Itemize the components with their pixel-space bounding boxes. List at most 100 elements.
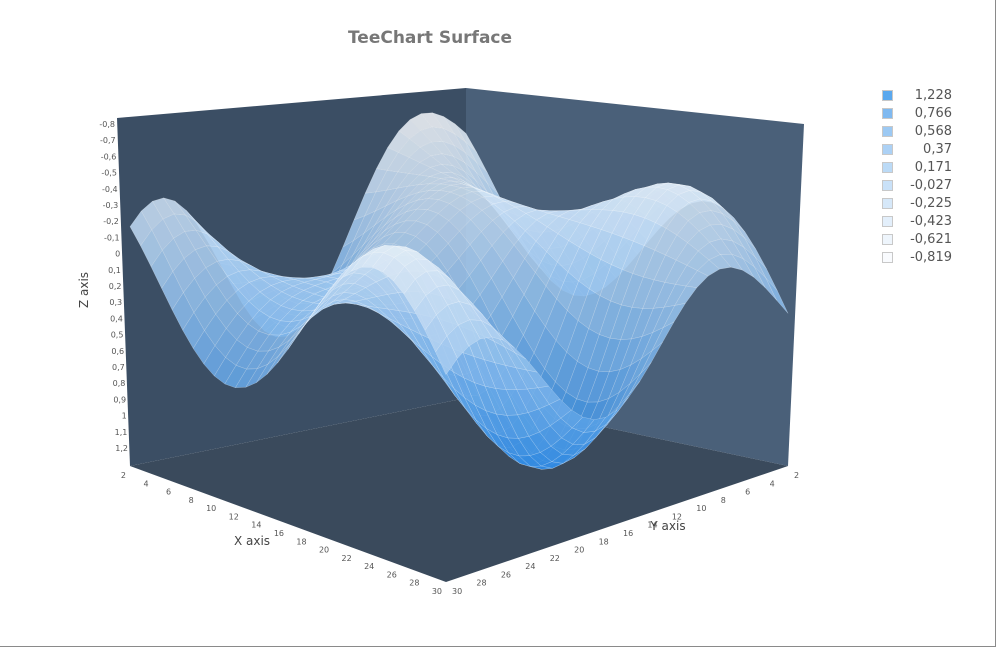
z-tick-label: 1 [122, 412, 127, 421]
surface-cell [501, 277, 525, 317]
surface-cell [174, 200, 197, 222]
legend-item: 1,228 [882, 88, 982, 106]
surface-cell [376, 307, 400, 324]
x-tick-label: 18 [296, 537, 306, 546]
surface-cell [697, 259, 721, 277]
surface-cell [645, 182, 669, 188]
surface-cell [524, 219, 548, 242]
legend-swatch [882, 234, 893, 245]
legend-swatch [882, 144, 893, 155]
y-axis-label: Y axis [649, 519, 685, 533]
legend-swatch [882, 252, 893, 263]
surface-cell [409, 113, 433, 131]
z-axis-label: Z axis [77, 272, 91, 308]
surface-cell [533, 326, 557, 370]
surface-cell [399, 323, 422, 349]
z-tick-label: 0 [115, 250, 120, 259]
surface-cell [589, 229, 613, 260]
surface-cell [371, 252, 395, 273]
surface-cell [549, 398, 572, 419]
legend-item: 0,37 [882, 142, 982, 160]
surface-cell [594, 409, 618, 432]
surface-cell [765, 277, 789, 314]
surface-cell [550, 437, 574, 455]
legend-item: -0,027 [882, 178, 982, 196]
surface-cell [225, 339, 248, 366]
surface-cell [754, 266, 777, 301]
legend-label: -0,027 [910, 178, 952, 193]
surface-cell [491, 231, 515, 262]
surface-cell [620, 307, 644, 340]
y-tick-label: 16 [623, 529, 633, 538]
legend-swatch [882, 162, 893, 173]
surface-cell [387, 308, 411, 330]
legend-label: 0,171 [914, 160, 952, 175]
z-tick-label: -0,8 [99, 120, 115, 129]
surface-cell [256, 356, 279, 383]
surface-cell [361, 236, 384, 257]
surface-cell [376, 294, 400, 311]
surface-cell [517, 436, 541, 456]
surface-cell [268, 320, 292, 336]
x-tick-label: 8 [189, 496, 194, 505]
y-tick-label: 8 [721, 496, 726, 505]
surface-cell [631, 276, 655, 309]
surface-cell [698, 224, 722, 243]
surface-cell [435, 335, 458, 376]
y-tick-label: 28 [476, 579, 486, 588]
z-tick-label: -0,2 [103, 217, 119, 226]
surface-cell [448, 209, 472, 232]
surface-cell [238, 269, 262, 283]
surface-cell [372, 224, 396, 245]
y-tick-label: 2 [794, 471, 799, 480]
y-tick-label: 26 [501, 570, 511, 579]
z-tick-label: 0,7 [112, 363, 125, 372]
surface-cell [675, 264, 698, 287]
y-tick-label: 24 [525, 562, 535, 571]
legend-item: -0,423 [882, 214, 982, 232]
surface-cell [640, 341, 663, 374]
surface-cell [560, 409, 584, 429]
x-tick-label: 10 [206, 504, 216, 513]
legend-swatch [882, 216, 893, 227]
legend-item: 0,766 [882, 106, 982, 124]
surface-cell [342, 272, 366, 285]
surface-cell [436, 304, 459, 337]
surface-cell [608, 364, 632, 400]
legend-label: -0,819 [910, 250, 952, 265]
surface-cell [447, 301, 471, 326]
surface-cell [524, 240, 547, 273]
surface-cell [362, 230, 385, 255]
surface-cell [182, 312, 205, 349]
surface-cell [709, 224, 733, 242]
z-tick-label: 0,9 [113, 395, 126, 404]
surface-cell [457, 319, 481, 347]
surface-cell [508, 452, 531, 467]
surface-cell [587, 334, 611, 372]
floor [130, 398, 788, 582]
legend-label: -0,225 [910, 196, 952, 211]
surface-cell [514, 206, 539, 214]
surface-cell [415, 209, 439, 225]
surface-cell [387, 292, 410, 313]
surface-cell [732, 229, 756, 258]
x-tick-label: 12 [229, 512, 239, 521]
surface-cell [708, 254, 732, 270]
z-tick-label: -0,3 [103, 201, 119, 210]
surface-cell [437, 220, 460, 244]
chart-title: TeeChart Surface [347, 28, 513, 48]
surface-cell [216, 275, 239, 301]
x-tick-label: 22 [342, 554, 352, 563]
z-tick-label: 0,6 [111, 347, 124, 356]
legend: 1,228 0,766 0,568 0,37 0,171 -0,027 -0,225 -0,4… [882, 88, 982, 268]
surface-cell [204, 313, 227, 347]
surface-cell [612, 196, 636, 213]
surface-cell [515, 367, 539, 390]
surface-cell [293, 277, 316, 283]
surface-cell [361, 252, 385, 268]
surface-cell [404, 220, 428, 237]
surface-cell [458, 301, 482, 321]
